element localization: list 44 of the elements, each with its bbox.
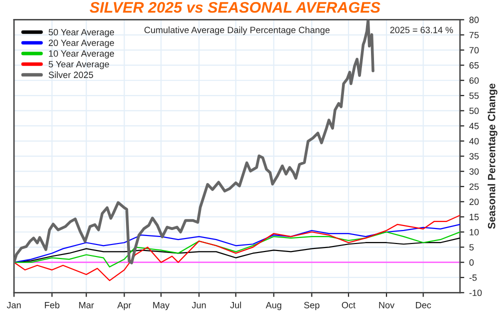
x-tick-label: Sep	[304, 302, 320, 310]
y-tick-label: 60	[469, 77, 479, 84]
legend-label: 20 Year Average	[48, 40, 114, 48]
y-tick-label: 0	[469, 259, 474, 266]
y-tick-label: 15	[470, 214, 479, 220]
y-tick-label: 45	[469, 122, 479, 130]
line-series	[14, 231, 460, 268]
legend-label: 10 Year Average	[48, 50, 114, 59]
y-tick-label: -10	[469, 290, 482, 296]
line-series	[14, 224, 460, 263]
x-tick-label: Oct	[342, 302, 356, 308]
line-series	[14, 214, 460, 282]
x-tick-label: Feb	[44, 302, 60, 308]
y-tick-label: 10	[470, 228, 479, 236]
y-tick-label: 30	[469, 168, 479, 175]
x-tick-label: Aug	[266, 302, 282, 310]
x-tick-label: Nov	[379, 302, 394, 308]
y-tick-label: 40	[469, 138, 479, 144]
x-tick-label: Apr	[117, 302, 132, 310]
y-tick-label: 65	[469, 62, 479, 69]
x-tick-label: Dec	[416, 302, 432, 308]
annotation: 2025 = 63.14 %	[390, 26, 453, 34]
y-tick-label: 50	[469, 108, 479, 114]
legend-label: Silver 2025	[48, 71, 94, 78]
y-axis-title: Seasonal Percentage Change	[488, 84, 498, 229]
y-tick-label: 70	[469, 47, 479, 54]
legend-label: 50 Year Average	[48, 28, 114, 38]
y-tick-label: 55	[469, 92, 479, 99]
chart-title: SILVER 2025 vs SEASONAL AVERAGES	[90, 2, 380, 13]
x-tick-label: Jun	[192, 302, 206, 308]
x-tick-label: Mar	[79, 302, 94, 308]
line-series	[14, 20, 374, 264]
y-tick-label: 75	[469, 32, 479, 38]
y-tick-label: 80	[469, 16, 479, 24]
text: Cumulative Average Daily Percentage Change	[144, 26, 330, 35]
y-tick-label: 35	[469, 153, 479, 160]
legend-label: 5 Year Average	[48, 61, 109, 70]
x-tick-label: May	[153, 302, 170, 310]
y-tick-label: -5	[469, 274, 477, 281]
y-tick-label: 5	[469, 244, 474, 251]
y-tick-label: 20	[469, 198, 479, 206]
x-tick-label: Jul	[230, 302, 241, 308]
y-tick-label: 25	[469, 183, 479, 190]
x-tick-label: Jan	[6, 302, 21, 308]
